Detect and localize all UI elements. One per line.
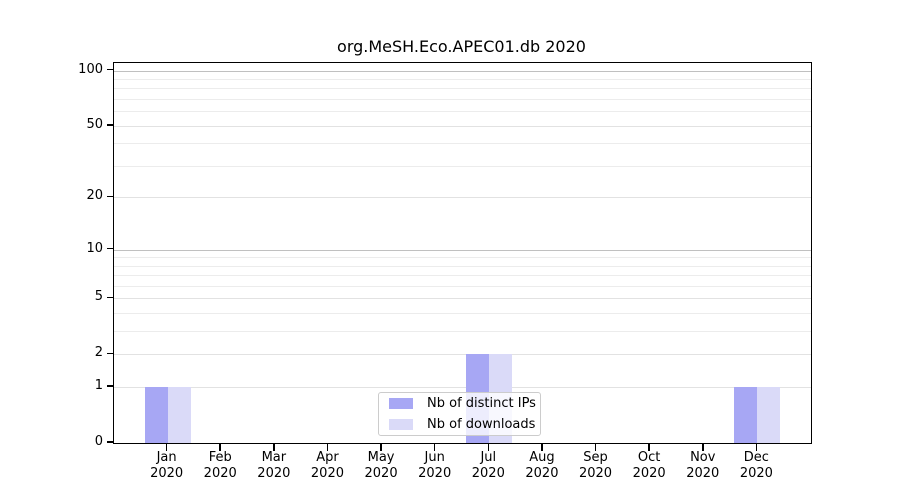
bar-distinct-ips: [144, 387, 168, 443]
bar-distinct-ips: [734, 387, 758, 443]
y-tick-mark: [107, 352, 114, 355]
x-tick-mark: [433, 443, 436, 451]
y-tick-label: 100: [78, 61, 103, 77]
x-tick-label: Jul 2020: [471, 450, 505, 481]
y-tick-label: 10: [86, 240, 103, 256]
y-tick-label: 0: [94, 434, 103, 449]
x-tick-mark: [701, 443, 704, 451]
y-tick-mark: [107, 123, 114, 126]
y-tick-mark: [107, 296, 114, 299]
x-tick-label: Dec 2020: [739, 450, 773, 481]
x-tick-label: Aug 2020: [525, 450, 559, 481]
x-tick-mark: [487, 443, 490, 451]
x-tick-mark: [541, 443, 543, 451]
gridline: [114, 249, 811, 251]
gridline: [114, 265, 811, 267]
x-tick-label: Jun 2020: [418, 450, 452, 481]
legend-swatch-downloads: [389, 419, 413, 430]
x-tick-mark: [594, 443, 597, 451]
x-tick-mark: [219, 443, 222, 451]
x-tick-label: Sep 2020: [578, 450, 613, 481]
y-tick-mark: [107, 68, 114, 71]
y-tick-label: 1: [94, 378, 103, 394]
legend-swatch-distinct-ips: [389, 398, 413, 409]
gridline: [114, 275, 811, 277]
x-tick-label: Jan 2020: [150, 450, 184, 481]
gridline: [114, 111, 811, 113]
y-tick-label: 20: [86, 188, 103, 204]
y-tick-mark: [107, 441, 114, 443]
gridline: [114, 125, 811, 127]
gridline: [114, 88, 811, 90]
gridline: [114, 70, 811, 72]
legend-label-distinct-ips: Nb of distinct IPs: [427, 396, 536, 411]
gridline: [114, 285, 811, 287]
legend-item-downloads: Nb of downloads: [387, 416, 536, 433]
x-tick-label: Nov 2020: [686, 450, 720, 481]
x-tick-mark: [273, 443, 275, 451]
gridline: [114, 313, 811, 315]
bar-downloads: [757, 387, 781, 443]
legend-label-downloads: Nb of downloads: [427, 417, 536, 432]
y-tick-mark: [107, 195, 114, 198]
y-tick-mark: [107, 247, 114, 250]
x-tick-label: May 2020: [364, 450, 398, 481]
plot-area: Nb of distinct IPs Nb of downloads: [113, 62, 812, 444]
y-tick-mark: [107, 385, 114, 387]
gridline: [114, 165, 811, 167]
x-tick-label: Oct 2020: [632, 450, 666, 481]
gridline: [114, 354, 811, 356]
chart-title: org.MeSH.Eco.APEC01.db 2020: [337, 37, 586, 56]
gridline: [114, 257, 811, 259]
x-tick-mark: [755, 443, 758, 451]
x-tick-mark: [380, 443, 382, 451]
legend-item-distinct-ips: Nb of distinct IPs: [387, 395, 536, 412]
legend: Nb of distinct IPs Nb of downloads: [378, 392, 541, 436]
gridline: [114, 143, 811, 145]
y-tick-label: 50: [86, 116, 103, 132]
x-tick-mark: [326, 443, 329, 451]
x-tick-mark: [648, 443, 650, 451]
gridline: [114, 331, 811, 333]
x-tick-label: Feb 2020: [203, 450, 237, 481]
y-tick-label: 2: [94, 345, 103, 361]
gridline: [114, 79, 811, 81]
x-tick-mark: [165, 443, 168, 451]
gridline: [114, 298, 811, 300]
y-tick-label: 5: [94, 289, 103, 305]
gridline: [114, 99, 811, 101]
x-tick-label: Mar 2020: [257, 450, 291, 481]
gridline: [114, 197, 811, 199]
x-tick-label: Apr 2020: [310, 450, 344, 481]
gridline: [114, 387, 811, 389]
bar-downloads: [167, 387, 191, 443]
